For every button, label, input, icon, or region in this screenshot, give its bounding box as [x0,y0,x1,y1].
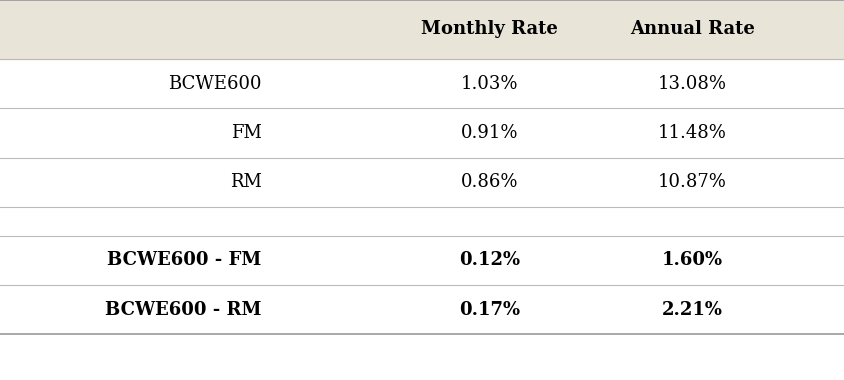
Text: 0.12%: 0.12% [459,251,520,269]
Text: 13.08%: 13.08% [657,74,727,93]
Text: FM: FM [230,124,262,142]
Text: 10.87%: 10.87% [657,173,727,192]
Text: BCWE600: BCWE600 [168,74,262,93]
Text: 0.91%: 0.91% [461,124,518,142]
Text: 2.21%: 2.21% [662,301,722,319]
Text: 1.03%: 1.03% [461,74,518,93]
Text: 0.86%: 0.86% [461,173,518,192]
Text: Annual Rate: Annual Rate [630,21,755,38]
Bar [0,0,844,59]
Text: 0.17%: 0.17% [459,301,520,319]
Text: Monthly Rate: Monthly Rate [421,21,558,38]
Text: BCWE600 - RM: BCWE600 - RM [106,301,262,319]
Text: 11.48%: 11.48% [657,124,727,142]
Text: 1.60%: 1.60% [662,251,722,269]
Text: BCWE600 - FM: BCWE600 - FM [107,251,262,269]
Text: RM: RM [230,173,262,192]
